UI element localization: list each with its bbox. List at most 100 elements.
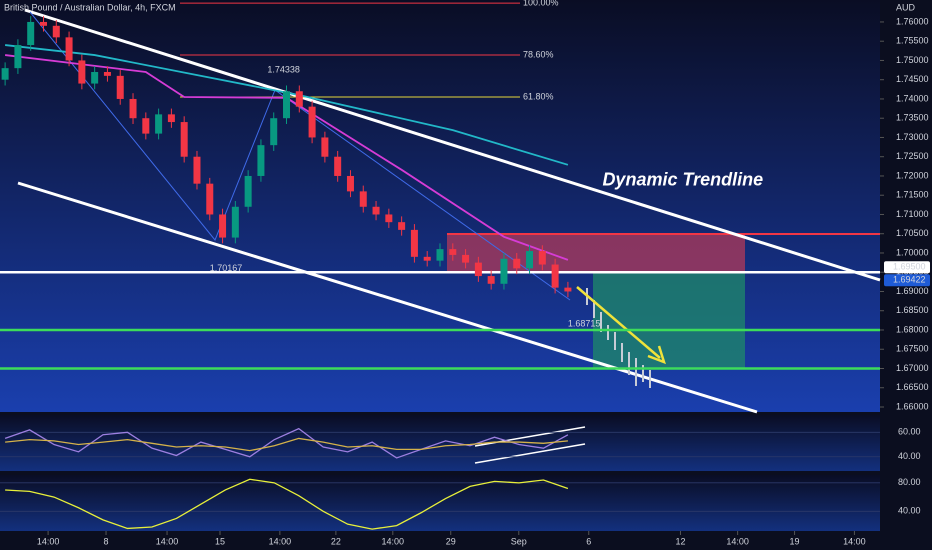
annotation: 1.74338	[267, 64, 300, 74]
fib-label: 100.00%	[523, 0, 559, 7]
candle-body	[436, 249, 444, 261]
candle-body	[103, 72, 111, 76]
stop-zone	[447, 234, 745, 272]
target-zone	[593, 272, 745, 369]
x-tick-label: 14:00	[269, 536, 292, 546]
x-tick-label: 14:00	[382, 536, 405, 546]
x-tick-label: 14:00	[37, 536, 60, 546]
candle-body	[334, 156, 342, 176]
y-tick-label: 1.66500	[896, 382, 929, 392]
candle-body	[551, 264, 559, 288]
price-label-box	[884, 274, 930, 287]
candle-body	[91, 72, 99, 84]
y-tick-label: 1.70000	[896, 247, 929, 257]
y-tick-label: 1.68500	[896, 305, 929, 315]
y-tick-label: 1.71000	[896, 209, 929, 219]
price-label: 1.69422	[893, 275, 926, 285]
x-tick-label: Sep	[511, 536, 527, 546]
candle-body	[78, 60, 86, 84]
candle-body	[180, 122, 188, 157]
annotation: 1.68715	[568, 319, 601, 329]
y-tick-label: 1.71500	[896, 190, 929, 200]
indicator-tick-label: 80.00	[898, 477, 921, 487]
x-tick-label: 14:00	[156, 536, 179, 546]
zigzag	[29, 11, 571, 301]
y-tick-label: 1.76000	[896, 16, 929, 26]
x-tick-label: 14:00	[726, 536, 749, 546]
y-tick-label: 1.74500	[896, 74, 929, 84]
y-tick-label: 1.73000	[896, 132, 929, 142]
candle-body	[500, 258, 508, 284]
candle-body	[167, 114, 175, 123]
candle-body	[462, 254, 470, 263]
y-tick-label: 1.75000	[896, 55, 929, 65]
y-tick-label: 1.74000	[896, 93, 929, 103]
candle-body	[244, 175, 252, 207]
trendline	[24, 8, 881, 282]
candle-body	[423, 256, 431, 261]
x-tick-label: 12	[675, 536, 685, 546]
candle-body	[398, 222, 406, 230]
candle-body	[52, 25, 60, 38]
price-label: 1.69500	[893, 262, 926, 272]
y-tick-label: 1.73500	[896, 113, 929, 123]
channel	[474, 443, 586, 464]
y-tick-label: 1.70500	[896, 228, 929, 238]
currency: AUD	[896, 2, 916, 12]
candle-body	[14, 45, 22, 69]
indicator-line	[5, 478, 569, 530]
candle-body	[295, 91, 303, 107]
x-tick-label: 22	[331, 536, 341, 546]
indicator-line	[5, 437, 568, 452]
symbol-title: British Pound / Australian Dollar, 4h, F…	[4, 2, 176, 12]
y-tick-label: 1.68000	[896, 324, 929, 334]
candle-body	[359, 191, 367, 207]
indicator-tick-label: 40.00	[898, 451, 921, 461]
indicator-tick-label: 40.00	[898, 506, 921, 516]
candle-body	[142, 118, 150, 134]
candle-body	[283, 91, 291, 119]
candle-body	[526, 251, 534, 269]
candle-body	[155, 114, 163, 134]
arrow-head	[647, 345, 666, 365]
y-tick-label: 1.69000	[896, 286, 929, 296]
x-tick-label: 19	[790, 536, 800, 546]
candle-body	[219, 214, 227, 238]
candle-body	[474, 262, 482, 277]
candle-body	[487, 276, 495, 284]
candle-body	[270, 118, 278, 146]
trendline	[17, 181, 758, 414]
candle-body	[65, 37, 73, 61]
candle-body	[410, 229, 418, 257]
y-tick-label: 1.66000	[896, 401, 929, 411]
annotation: 1.70167	[210, 263, 243, 273]
y-tick-label: 1.72000	[896, 170, 929, 180]
candle-body	[129, 98, 137, 119]
indicator-pane	[0, 475, 880, 531]
candle-body	[27, 21, 35, 46]
price-label-box	[884, 261, 930, 274]
y-tick-label: 1.67000	[896, 363, 929, 373]
candle-body	[116, 75, 124, 99]
candle-body	[257, 145, 265, 176]
x-tick-label: 15	[215, 536, 225, 546]
candle-body	[513, 258, 521, 269]
candle-body	[564, 287, 572, 292]
fib-label: 61.80%	[523, 91, 554, 101]
x-tick-label: 14:00	[843, 536, 866, 546]
fib-label: 78.60%	[523, 49, 554, 59]
candle-body	[1, 68, 9, 80]
annotation: Dynamic Trendline	[602, 170, 763, 190]
y-tick-label: 1.67500	[896, 344, 929, 354]
x-tick-label: 6	[586, 536, 591, 546]
candle-body	[308, 106, 316, 138]
x-tick-label: 29	[446, 536, 456, 546]
indicator-tick-label: 60.00	[898, 427, 921, 437]
x-tick-label: 8	[104, 536, 109, 546]
candle-body	[321, 137, 329, 157]
candle-body	[346, 175, 354, 192]
arrow	[576, 286, 661, 359]
y-tick-label: 1.72500	[896, 151, 929, 161]
candle-body	[385, 214, 393, 223]
